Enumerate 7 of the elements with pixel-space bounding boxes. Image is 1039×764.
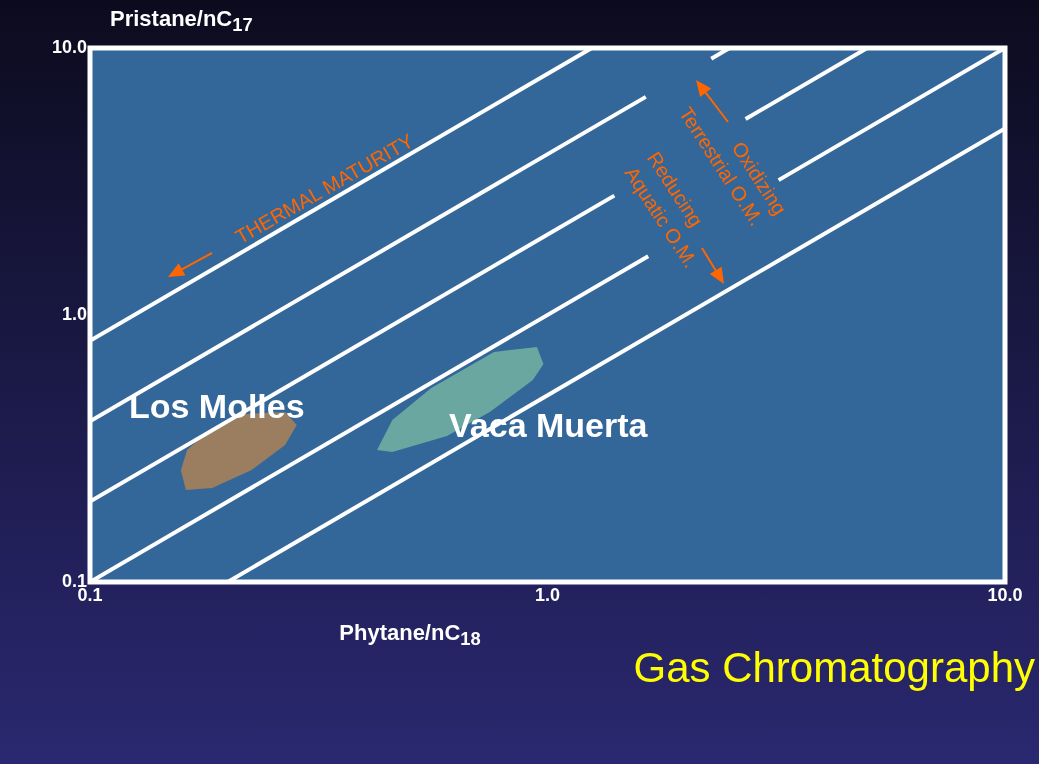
x-tick-label: 1.0 [534,584,561,605]
x-tick-label: 10.0 [987,584,1023,605]
y-axis-title: Pristane/nC$_{17}$ [110,6,253,37]
y-tick-label: 10.0 [51,36,87,57]
x-axis-title: Phytane/nC$_{18}$ [338,620,482,651]
y-tick-label: 1.0 [61,303,87,324]
text: Gas Chromatography [632,643,1035,693]
